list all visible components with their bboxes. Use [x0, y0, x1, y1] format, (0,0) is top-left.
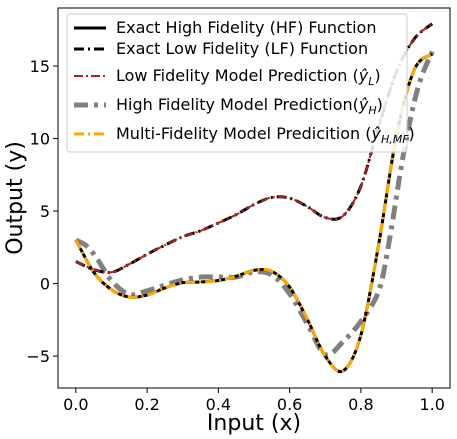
legend-label: Low Fidelity Model Prediction (ŷL)	[116, 66, 381, 88]
legend-label: Multi-Fidelity Model Predicition (ŷH,MF)	[116, 124, 415, 146]
series-layer	[74, 22, 435, 374]
series-group	[74, 22, 435, 374]
x-tick-label: 0.8	[348, 395, 373, 414]
legend-label: Exact Low Fidelity (LF) Function	[116, 39, 368, 58]
ticks-layer: 0.0 0.2 0.4 0.6 0.8 1.0 −5 0 5 10 15	[26, 57, 445, 414]
legend-items: Exact High Fidelity (HF) Function Exact L…	[74, 18, 415, 146]
legend: Exact High Fidelity (HF) Function Exact L…	[66, 13, 415, 153]
y-tick-label: 15	[30, 57, 50, 76]
series-line-4	[74, 50, 435, 358]
legend-label: High Fidelity Model Prediction(ŷH)	[116, 95, 383, 117]
x-axis-label: Input (x)	[207, 411, 301, 436]
legend-label: Exact High Fidelity (HF) Function	[116, 18, 376, 37]
plot-frame	[57, 7, 451, 389]
y-axis-label: Output (y)	[3, 141, 28, 255]
x-tick-label: 0.2	[134, 395, 159, 414]
y-tick-label: 0	[40, 275, 50, 294]
y-tick-label: −5	[26, 347, 50, 366]
series-line-5	[74, 52, 434, 374]
y-tick-label: 10	[30, 130, 50, 149]
x-tick-label: 0.6	[277, 395, 302, 414]
series-line-3	[75, 23, 433, 274]
x-tick-label: 0.0	[63, 395, 88, 414]
legend-frame	[66, 13, 408, 153]
y-tick-label: 5	[40, 202, 50, 221]
x-tick-label: 0.4	[206, 395, 231, 414]
x-tick-label: 1.0	[419, 395, 444, 414]
